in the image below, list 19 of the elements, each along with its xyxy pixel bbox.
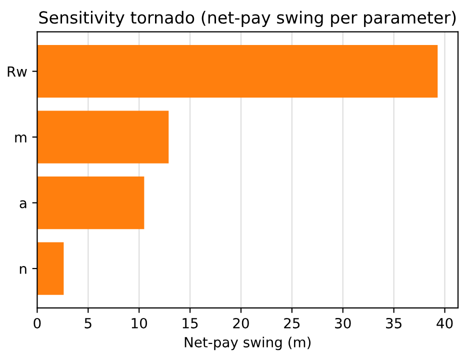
y-tick-label: m [15,134,26,142]
y-tick-label: Rw [8,66,27,77]
x-axis-title: Net-pay swing (m) [184,336,311,350]
x-tick-label: 20 [233,318,249,328]
bar [37,45,438,98]
x-tick-label: 40 [436,318,453,328]
x-tick-label: 25 [284,318,300,328]
x-tick-label: 5 [84,318,92,328]
x-tick-label: 15 [182,318,198,328]
y-tick-label: a [20,200,26,208]
chart-title: Sensitivity tornado (net-pay swing per parameter) [39,10,456,27]
x-tick-label: 0 [34,318,41,328]
x-tick-label: 10 [132,318,148,328]
x-tick-label: 30 [335,318,351,328]
y-tick-label: n [20,266,26,274]
bar [37,110,169,164]
bar [37,176,144,230]
x-tick-label: 35 [386,318,402,328]
bar [37,242,64,295]
